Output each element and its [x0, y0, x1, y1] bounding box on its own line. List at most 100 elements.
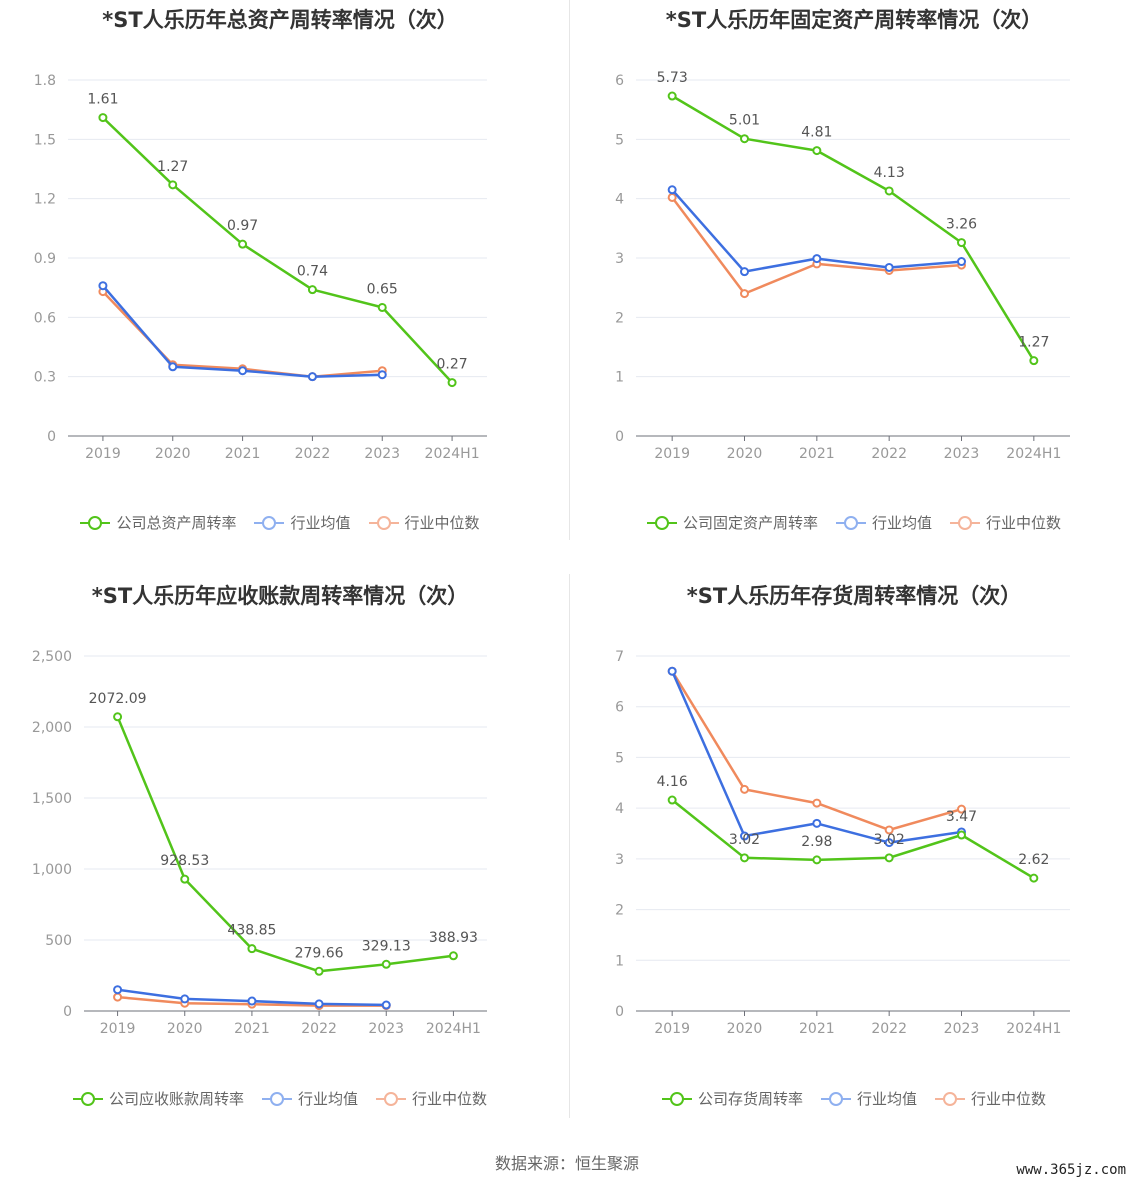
data-point-company: [884, 186, 894, 196]
legend-item-industry-median[interactable]: 行业中位数: [950, 512, 1061, 533]
data-point-company: [740, 134, 749, 144]
data-point-industry-avg: [812, 818, 822, 828]
chart-title: *ST人乐历年总资产周转率情况（次）: [102, 8, 458, 32]
x-tick-label: 2019: [85, 446, 121, 462]
series-line-industry-avg: [101, 284, 383, 378]
data-point-company: [98, 113, 108, 123]
legend-item-company[interactable]: 公司应收账款周转率: [72, 1088, 244, 1109]
chart-legend: 公司固定资产周转率 行业均值 行业中位数: [574, 512, 1134, 533]
y-tick-label: 0: [615, 1004, 624, 1020]
legend-label: 行业中位数: [971, 1090, 1047, 1108]
data-label: 1.27: [157, 159, 188, 175]
legend-item-industry-avg[interactable]: 行业均值: [835, 512, 932, 533]
legend-item-industry-median[interactable]: 行业中位数: [935, 1088, 1046, 1109]
legend-marker-icon: [646, 515, 677, 531]
y-tick-label: 5: [615, 132, 624, 148]
data-point-company: [168, 180, 178, 190]
data-point-industry-median: [884, 825, 894, 835]
data-point-industry-avg: [812, 254, 822, 264]
x-tick-label: 2019: [654, 446, 690, 462]
legend-label: 行业均值: [297, 1090, 358, 1108]
x-tick-label: 2024H1: [1006, 1021, 1061, 1037]
legend-label: 行业中位数: [986, 514, 1062, 532]
x-tick-label: 2022: [301, 1021, 337, 1037]
data-point-company: [247, 944, 257, 954]
data-point-industry-avg: [377, 370, 387, 380]
y-tick-label: 3: [615, 852, 624, 868]
y-tick-label: 1.5: [34, 132, 56, 148]
series-line-industry-avg: [671, 670, 962, 844]
data-point-industry-median: [812, 798, 822, 808]
data-point-company: [667, 795, 677, 805]
legend-marker-icon: [950, 515, 980, 531]
x-tick-label: 2023: [944, 1021, 980, 1037]
data-label: 0.97: [227, 218, 258, 234]
legend-marker-icon: [661, 1091, 692, 1107]
legend-marker-icon: [261, 1091, 292, 1107]
y-tick-label: 3: [615, 251, 624, 267]
legend-item-industry-median[interactable]: 行业中位数: [368, 512, 480, 533]
x-tick-label: 2021: [234, 1021, 270, 1037]
y-tick-label: 5: [615, 750, 624, 766]
legend-label: 公司总资产周转率: [116, 514, 237, 532]
data-point-company: [667, 91, 677, 101]
data-label: 4.13: [874, 165, 905, 181]
legend-marker-icon: [368, 515, 399, 531]
data-point-company: [1029, 873, 1039, 883]
data-point-industry-avg: [238, 366, 248, 376]
x-tick-label: 2019: [654, 1021, 690, 1037]
y-tick-label: 1,000: [32, 862, 72, 878]
data-label: 1.61: [87, 92, 118, 108]
legend-marker-icon: [835, 515, 866, 531]
series-line-company: [671, 799, 1035, 880]
data-point-company: [381, 959, 391, 969]
legend-item-industry-avg[interactable]: 行业均值: [820, 1088, 917, 1109]
data-label: 2072.09: [89, 691, 147, 707]
legend-marker-icon: [72, 1091, 103, 1107]
y-tick-label: 0.3: [34, 370, 56, 386]
legend-item-company[interactable]: 公司总资产周转率: [80, 512, 236, 533]
y-tick-label: 2,500: [32, 649, 72, 665]
series-line-company: [671, 94, 1035, 362]
legend-item-industry-avg[interactable]: 行业均值: [261, 1088, 358, 1109]
data-point-company: [377, 302, 387, 312]
data-label: 2.98: [801, 834, 832, 850]
x-tick-label: 2021: [225, 446, 261, 462]
panel-divider-top: [569, 0, 570, 540]
data-point-company: [1029, 356, 1039, 366]
data-point-company: [812, 855, 822, 865]
data-point-industry-avg: [884, 262, 894, 272]
y-tick-label: 6: [615, 700, 624, 716]
data-point-industry-avg: [180, 994, 190, 1004]
data-point-company: [957, 830, 966, 840]
y-tick-label: 0.9: [34, 251, 56, 267]
data-point-company: [307, 285, 317, 295]
x-tick-label: 2022: [295, 446, 331, 462]
legend-marker-icon: [80, 515, 111, 531]
chart-svg: 0 1 2 3 4 5 6 7 2019 2020 2021 2022 2023 2024H1 4.16 3.…: [615, 649, 1070, 1037]
legend-item-industry-median[interactable]: 行业中位数: [376, 1088, 487, 1109]
data-point-company: [238, 239, 248, 249]
data-point-industry-median: [113, 992, 123, 1002]
data-point-company: [113, 712, 123, 722]
chart-legend: 公司存货周转率 行业均值 行业中位数: [574, 1088, 1134, 1109]
data-point-industry-avg: [168, 362, 178, 372]
data-point-industry-avg: [381, 1000, 391, 1010]
data-label: 3.26: [946, 217, 977, 233]
data-point-industry-median: [740, 289, 749, 299]
data-label: 4.16: [657, 774, 688, 790]
data-label: 388.93: [429, 930, 478, 946]
chart-legend: 公司应收账款周转率 行业均值 行业中位数: [0, 1088, 560, 1109]
x-tick-label: 2022: [871, 1021, 907, 1037]
legend-item-company[interactable]: 公司固定资产周转率: [646, 512, 818, 533]
data-point-industry-avg: [740, 831, 749, 841]
data-label: 1.27: [1018, 335, 1049, 351]
legend-label: 行业中位数: [412, 1090, 488, 1108]
legend-label: 行业均值: [856, 1090, 917, 1108]
chart-svg: 0 500 1,000 1,500 2,000 2,500 2019 2020 2021 2022…: [32, 649, 487, 1037]
legend-item-company[interactable]: 公司存货周转率: [661, 1088, 803, 1109]
legend-item-industry-avg[interactable]: 行业均值: [254, 512, 351, 533]
chart-panel-fixed-asset-turnover: *ST人乐历年固定资产周转率情况（次） 0 1 2 3 4 5 6 2019 2020 2021 2…: [574, 0, 1134, 570]
chart-title: *ST人乐历年存货周转率情况（次）: [686, 584, 1022, 608]
legend-label: 行业均值: [290, 514, 351, 532]
